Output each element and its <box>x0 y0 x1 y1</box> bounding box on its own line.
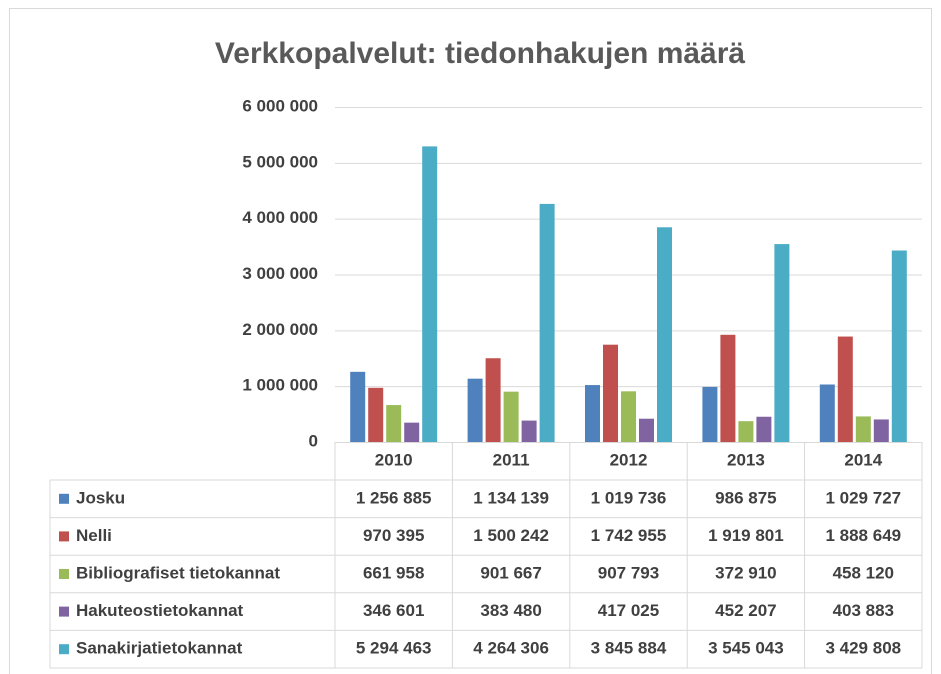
legend-label: Josku <box>76 488 125 507</box>
table-value: 1 500 242 <box>473 526 549 545</box>
x-tick-label: 2011 <box>493 450 530 469</box>
table-value: 1 742 955 <box>591 526 667 545</box>
y-tick-label: 5 000 000 <box>242 152 318 171</box>
bar <box>855 416 871 442</box>
bar <box>539 203 555 442</box>
bar <box>621 391 636 442</box>
chart-title: Verkkopalvelut: tiedonhakujen määrä <box>215 37 746 70</box>
table-value: 458 120 <box>833 563 894 582</box>
table-value: 1 019 736 <box>591 488 667 507</box>
bar <box>350 371 366 442</box>
table-value: 452 207 <box>715 601 776 620</box>
bar <box>386 405 402 442</box>
table-value: 346 601 <box>363 601 424 620</box>
legend-key <box>59 606 69 617</box>
bar <box>819 384 835 442</box>
legend-key <box>59 531 69 542</box>
bar <box>603 344 618 442</box>
table-value: 1 029 727 <box>825 488 901 507</box>
legend-key <box>59 493 69 504</box>
x-tick-label: 2012 <box>610 450 648 469</box>
y-tick-label: 4 000 000 <box>242 208 318 227</box>
x-tick-label: 2013 <box>727 450 765 469</box>
table-value: 5 294 463 <box>356 639 432 658</box>
table-value: 901 667 <box>480 563 541 582</box>
bar <box>368 387 384 442</box>
bar <box>585 385 600 442</box>
bar <box>422 146 438 442</box>
legend-label: Hakuteostietokannat <box>76 601 244 620</box>
table-value: 907 793 <box>598 563 659 582</box>
table-value: 1 256 885 <box>356 488 432 507</box>
y-tick-label: 6 000 000 <box>242 96 318 115</box>
bar <box>404 422 420 442</box>
bar <box>485 358 501 442</box>
table-value: 1 919 801 <box>708 526 784 545</box>
legend-label: Nelli <box>76 526 112 545</box>
y-tick-label: 0 <box>309 431 318 450</box>
bar <box>891 250 907 442</box>
bar <box>756 416 772 442</box>
table-value: 4 264 306 <box>473 639 549 658</box>
x-tick-label: 2010 <box>375 450 413 469</box>
bar <box>467 378 483 442</box>
table-value: 661 958 <box>363 563 424 582</box>
table-value: 970 395 <box>363 526 424 545</box>
legend-label: Bibliografiset tietokannat <box>76 563 280 582</box>
table-value: 403 883 <box>833 601 894 620</box>
y-tick-label: 1 000 000 <box>242 376 318 395</box>
y-tick-label: 3 000 000 <box>242 264 318 283</box>
table-value: 1 134 139 <box>473 488 549 507</box>
legend-key <box>59 569 69 579</box>
table-value: 986 875 <box>715 488 776 507</box>
bar <box>720 334 736 442</box>
bar <box>873 419 889 442</box>
y-tick-label: 2 000 000 <box>242 320 318 339</box>
bar <box>837 336 853 442</box>
bar <box>657 227 672 442</box>
bar <box>774 244 790 442</box>
table-value: 3 545 043 <box>708 639 784 658</box>
table-value: 1 888 649 <box>825 526 901 545</box>
table-value: 383 480 <box>480 601 541 620</box>
bar <box>639 418 654 442</box>
table-value: 3 429 808 <box>825 639 901 658</box>
bar <box>521 420 537 442</box>
bar <box>738 421 754 442</box>
table-value: 3 845 884 <box>591 639 667 658</box>
legend-label: Sanakirjatietokannat <box>76 639 243 658</box>
x-tick-label: 2014 <box>844 450 882 469</box>
bar <box>702 386 718 442</box>
bar <box>503 391 519 442</box>
table-value: 417 025 <box>598 601 659 620</box>
legend-key <box>59 644 69 655</box>
table-value: 372 910 <box>715 563 776 582</box>
